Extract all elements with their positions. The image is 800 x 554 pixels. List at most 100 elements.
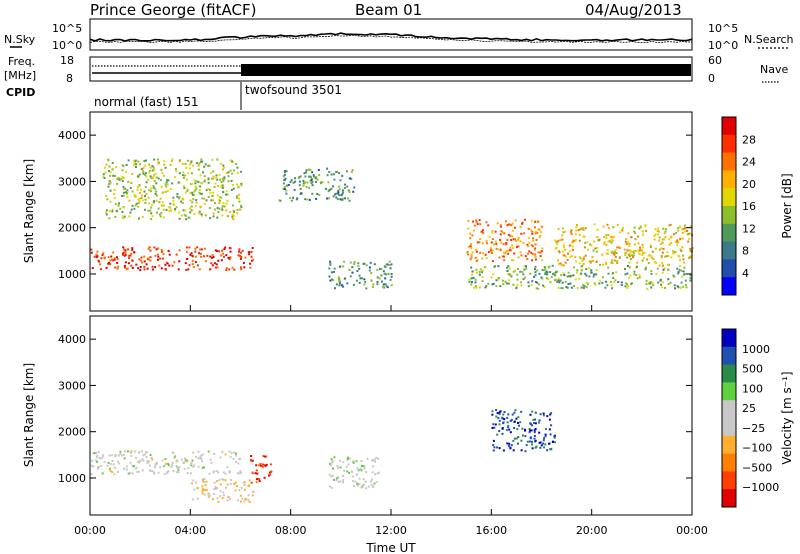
heatmap-cell [343, 186, 346, 189]
heatmap-cell [512, 229, 514, 232]
heatmap-cell [335, 196, 338, 199]
heatmap-cell [173, 176, 176, 179]
heatmap-cell [333, 267, 336, 270]
heatmap-cell [212, 170, 215, 173]
y-tick-label: 4000 [58, 129, 86, 142]
heatmap-cell [564, 261, 567, 264]
heatmap-cell [182, 185, 185, 188]
heatmap-cell [635, 265, 638, 268]
heatmap-cell [543, 286, 546, 289]
heatmap-cell [98, 457, 101, 459]
heatmap-cell [544, 272, 547, 275]
heatmap-cell [576, 271, 578, 274]
heatmap-cell [486, 242, 488, 245]
heatmap-cell [679, 259, 681, 262]
heatmap-cell [138, 200, 141, 203]
heatmap-cell [194, 250, 197, 253]
heatmap-cell [198, 212, 201, 215]
heatmap-cell [243, 261, 245, 264]
heatmap-cell [204, 163, 207, 166]
heatmap-cell [670, 241, 673, 244]
heatmap-cell [499, 238, 502, 241]
heatmap-cell [129, 472, 132, 475]
heatmap-cell [534, 271, 537, 274]
heatmap-cell [109, 181, 112, 184]
heatmap-cell [125, 465, 128, 468]
heatmap-cell [222, 478, 225, 481]
heatmap-cell [221, 249, 224, 252]
heatmap-cell [570, 233, 573, 236]
heatmap-cell [199, 248, 202, 251]
heatmap-cell [151, 203, 154, 206]
heatmap-cell [200, 454, 203, 457]
heatmap-cell [529, 413, 532, 416]
heatmap-cell [549, 413, 552, 416]
noise-search-label: N.Search [744, 33, 794, 46]
heatmap-cell [582, 235, 585, 238]
heatmap-cell [214, 485, 217, 488]
heatmap-cell [481, 257, 484, 260]
heatmap-cell [232, 209, 235, 212]
heatmap-cell [538, 431, 541, 434]
heatmap-cell [217, 185, 220, 187]
heatmap-cell [601, 281, 604, 284]
heatmap-cell [187, 172, 190, 175]
heatmap-cell [559, 239, 562, 242]
heatmap-cell [511, 222, 514, 225]
heatmap-cell [153, 472, 156, 475]
heatmap-cell [561, 287, 564, 290]
heatmap-cell [592, 240, 595, 243]
heatmap-cell [612, 277, 615, 279]
heatmap-cell [251, 494, 254, 497]
heatmap-cell [520, 232, 523, 235]
heatmap-cell [539, 251, 542, 254]
heatmap-cell [109, 189, 112, 192]
heatmap-cell [684, 224, 686, 227]
heatmap-cell [122, 176, 125, 179]
heatmap-cell [151, 268, 154, 271]
heatmap-cell [211, 159, 214, 161]
heatmap-cell [633, 250, 635, 253]
heatmap-cell [579, 257, 582, 260]
heatmap-cell [111, 210, 114, 213]
heatmap-cell [552, 273, 555, 276]
heatmap-cell [114, 455, 117, 458]
heatmap-cell [523, 268, 526, 271]
heatmap-cell [315, 197, 318, 200]
heatmap-cell [212, 191, 215, 194]
heatmap-cell [525, 444, 528, 447]
heatmap-cell [119, 450, 122, 453]
heatmap-cell [140, 168, 143, 171]
heatmap-cell [121, 169, 124, 172]
heatmap-cell [250, 255, 253, 258]
heatmap-cell [235, 454, 237, 457]
heatmap-cell [542, 439, 545, 442]
heatmap-cell [200, 158, 203, 161]
heatmap-cell [628, 255, 631, 258]
heatmap-cell [124, 249, 127, 252]
heatmap-cell [329, 262, 332, 265]
heatmap-cell [346, 470, 349, 473]
heatmap-cell [259, 463, 262, 465]
heatmap-cell [184, 262, 187, 265]
heatmap-cell [682, 285, 685, 288]
heatmap-cell [221, 478, 224, 481]
heatmap-cell [166, 190, 169, 192]
heatmap-cell [311, 171, 314, 174]
heatmap-cell [513, 411, 516, 414]
heatmap-cell [605, 262, 608, 265]
heatmap-cell [381, 280, 383, 283]
heatmap-cell [153, 466, 156, 469]
heatmap-cell [127, 472, 130, 475]
noise-panel [89, 18, 693, 51]
heatmap-cell [268, 471, 271, 474]
heatmap-cell [368, 266, 371, 269]
heatmap-cell [214, 266, 217, 269]
heatmap-cell [261, 463, 264, 466]
heatmap-cell [610, 241, 613, 244]
heatmap-cell [561, 227, 564, 230]
heatmap-cell [255, 469, 258, 472]
heatmap-cell [154, 254, 157, 257]
heatmap-cell [348, 457, 351, 460]
heatmap-cell [664, 236, 667, 239]
